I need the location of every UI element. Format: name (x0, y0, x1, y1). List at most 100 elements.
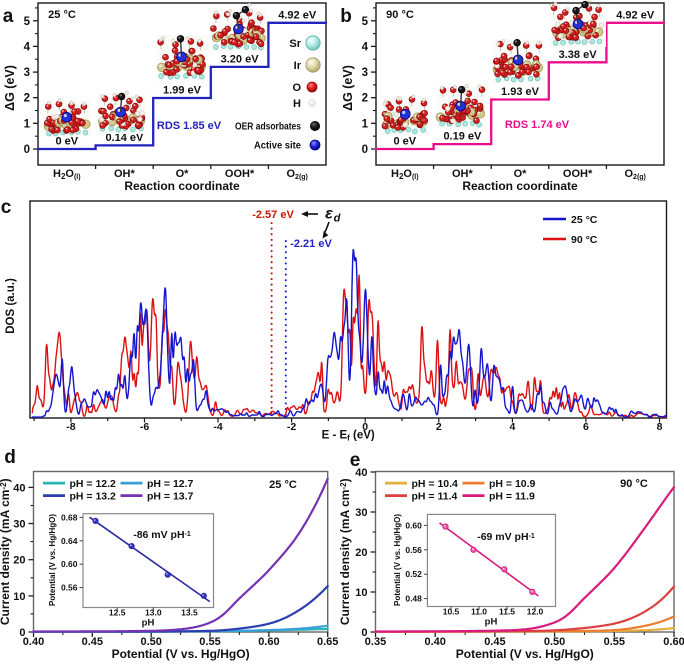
svg-text:0.64: 0.64 (61, 536, 78, 546)
svg-text:0.60: 0.60 (663, 636, 684, 648)
svg-text:25 °C: 25 °C (571, 214, 598, 226)
svg-text:90 °C: 90 °C (620, 478, 648, 490)
svg-text:-2.57 eV: -2.57 eV (252, 209, 294, 221)
svg-text:0.48: 0.48 (405, 594, 422, 604)
svg-text:12.5: 12.5 (109, 608, 126, 618)
svg-text:4.92 eV: 4.92 eV (616, 9, 655, 21)
svg-text:ΔG (eV): ΔG (eV) (341, 65, 355, 111)
svg-text:c: c (1, 197, 12, 218)
svg-text:-2.21 eV: -2.21 eV (290, 238, 332, 250)
svg-text:0.60: 0.60 (61, 559, 78, 569)
svg-text:H: H (293, 98, 301, 110)
svg-text:-6: -6 (140, 421, 149, 433)
svg-text:1.93 eV: 1.93 eV (501, 86, 540, 98)
svg-text:ΔG (eV): ΔG (eV) (3, 65, 17, 111)
svg-text:2: 2 (436, 421, 442, 433)
svg-text:Ir: Ir (294, 60, 302, 72)
svg-text:10: 10 (355, 587, 367, 599)
svg-text:Current density (mA cm-2): Current density (mA cm-2) (0, 478, 12, 625)
svg-text:pH = 13.2: pH = 13.2 (70, 490, 117, 502)
svg-text:90 °C: 90 °C (571, 234, 598, 246)
svg-text:4: 4 (24, 41, 31, 53)
svg-text:RDS 1.85 eV: RDS 1.85 eV (157, 120, 222, 132)
svg-text:pH = 12.2: pH = 12.2 (70, 478, 117, 490)
svg-text:0 eV: 0 eV (55, 136, 78, 148)
svg-text:5: 5 (24, 16, 31, 28)
svg-text:e: e (350, 450, 361, 471)
svg-text:-86 mV pH-1: -86 mV pH-1 (133, 529, 191, 541)
svg-text:12.0: 12.0 (527, 607, 544, 617)
svg-text:0: 0 (362, 144, 368, 156)
svg-text:13.5: 13.5 (181, 608, 198, 618)
svg-text:3: 3 (362, 67, 368, 79)
svg-text:4.92 eV: 4.92 eV (278, 9, 317, 21)
svg-text:10: 10 (13, 591, 25, 603)
svg-text:2: 2 (24, 93, 30, 105)
svg-text:3.38 eV: 3.38 eV (559, 49, 598, 61)
svg-text:ε: ε (325, 206, 333, 223)
svg-text:Potential (V vs. Hg/HgO): Potential (V vs. Hg/HgO) (48, 514, 57, 606)
svg-text:0.52: 0.52 (405, 569, 422, 579)
svg-text:25 °C: 25 °C (269, 479, 297, 491)
svg-text:Potential (V vs. Hg/HgO): Potential (V vs. Hg/HgO) (456, 647, 594, 661)
svg-text:DOS (a.u.): DOS (a.u.) (5, 278, 17, 334)
svg-text:pH = 10.9: pH = 10.9 (489, 478, 536, 490)
svg-text:0.60: 0.60 (405, 520, 422, 530)
svg-text:-2: -2 (287, 421, 296, 433)
svg-text:25 °C: 25 °C (48, 9, 76, 21)
svg-text:RDS 1.74 eV: RDS 1.74 eV (505, 119, 570, 131)
svg-text:pH = 11.9: pH = 11.9 (489, 490, 535, 502)
svg-text:10.5: 10.5 (443, 607, 460, 617)
svg-text:0.65: 0.65 (317, 636, 338, 648)
svg-text:Active site: Active site (254, 141, 301, 152)
svg-text:11.0: 11.0 (471, 607, 487, 617)
svg-text:0.56: 0.56 (405, 545, 422, 555)
svg-text:5: 5 (362, 16, 369, 28)
svg-text:30: 30 (355, 507, 367, 519)
svg-text:0.56: 0.56 (61, 583, 78, 593)
svg-text:6: 6 (583, 421, 589, 433)
svg-text:pH: pH (142, 618, 155, 629)
svg-text:-69 mV pH-1: -69 mV pH-1 (477, 531, 535, 543)
svg-text:11.5: 11.5 (499, 607, 515, 617)
svg-text:0.60: 0.60 (258, 636, 279, 648)
svg-text:-8: -8 (66, 421, 75, 433)
svg-text:1: 1 (362, 118, 369, 130)
svg-text:0.35: 0.35 (365, 636, 386, 648)
svg-text:Sr: Sr (289, 38, 301, 50)
svg-text:O: O (292, 82, 301, 94)
svg-text:90 °C: 90 °C (386, 9, 414, 21)
svg-text:0.68: 0.68 (61, 512, 78, 522)
svg-text:3.20 eV: 3.20 eV (221, 53, 260, 65)
svg-text:Current density (mA cm-2): Current density (mA cm-2) (338, 478, 352, 625)
svg-text:d: d (334, 213, 341, 225)
svg-text:0.55: 0.55 (604, 636, 625, 648)
svg-text:1: 1 (24, 118, 31, 130)
svg-text:3: 3 (24, 67, 30, 79)
svg-text:d: d (4, 447, 16, 468)
svg-text:pH = 13.7: pH = 13.7 (147, 490, 194, 502)
svg-text:Potential (V vs. Hg/HgO): Potential (V vs. Hg/HgO) (112, 647, 250, 661)
svg-text:8: 8 (657, 421, 663, 433)
svg-text:pH: pH (485, 617, 498, 628)
svg-text:1.99 eV: 1.99 eV (163, 85, 202, 97)
svg-text:4: 4 (509, 421, 515, 433)
svg-text:Reaction coordinate: Reaction coordinate (462, 179, 578, 193)
svg-text:30: 30 (13, 519, 25, 531)
svg-text:0: 0 (24, 144, 30, 156)
svg-text:pH = 12.7: pH = 12.7 (147, 478, 194, 490)
svg-text:20: 20 (355, 547, 367, 559)
svg-text:0 eV: 0 eV (393, 136, 416, 148)
svg-text:a: a (3, 6, 14, 27)
svg-text:40: 40 (13, 482, 25, 494)
svg-text:2: 2 (362, 93, 368, 105)
svg-text:0.45: 0.45 (82, 636, 103, 648)
svg-text:pH = 10.4: pH = 10.4 (412, 478, 459, 490)
svg-text:-4: -4 (213, 421, 222, 433)
svg-text:20: 20 (13, 555, 25, 567)
svg-text:0.40: 0.40 (424, 636, 445, 648)
svg-text:b: b (340, 6, 352, 27)
svg-text:OER adsorbates: OER adsorbates (235, 122, 301, 133)
svg-text:pH = 11.4: pH = 11.4 (412, 490, 458, 502)
svg-text:13.0: 13.0 (145, 608, 162, 618)
